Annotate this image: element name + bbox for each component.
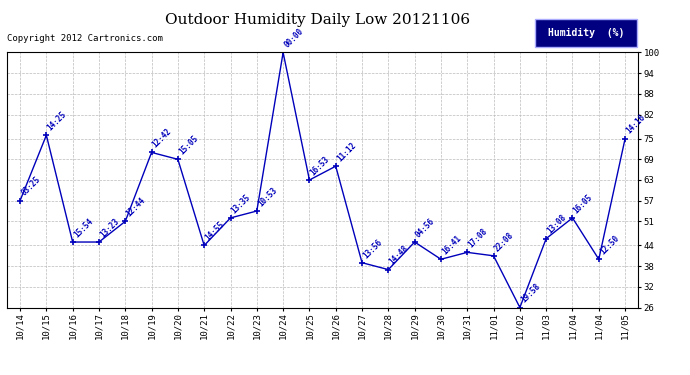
Text: Copyright 2012 Cartronics.com: Copyright 2012 Cartronics.com [7,34,163,43]
Text: 04:56: 04:56 [414,216,437,239]
Text: 17:08: 17:08 [466,227,489,250]
Text: 13:35: 13:35 [230,192,253,215]
Text: 13:08: 13:08 [545,213,568,236]
Text: 16:41: 16:41 [440,234,463,256]
Text: 03:25: 03:25 [19,175,42,198]
Text: 00:00: 00:00 [282,27,305,50]
Text: 12:42: 12:42 [151,127,173,150]
Text: 22:08: 22:08 [493,230,515,253]
Text: 12:50: 12:50 [598,234,621,256]
Text: 11:12: 11:12 [335,141,357,164]
Text: 14:55: 14:55 [204,220,226,243]
Text: 10:53: 10:53 [256,186,279,208]
Text: Outdoor Humidity Daily Low 20121106: Outdoor Humidity Daily Low 20121106 [165,13,470,27]
Text: 19:58: 19:58 [519,282,542,305]
Text: 13:56: 13:56 [362,237,384,260]
Text: 15:54: 15:54 [72,216,95,239]
Text: Humidity  (%): Humidity (%) [548,28,624,38]
Text: 16:05: 16:05 [572,192,594,215]
Text: 14:48: 14:48 [388,244,411,267]
Text: 12:44: 12:44 [124,196,147,219]
Text: 14:25: 14:25 [46,110,68,132]
Text: 15:05: 15:05 [177,134,200,156]
Text: 13:23: 13:23 [98,216,121,239]
Text: 16:53: 16:53 [308,154,331,177]
Text: 14:16: 14:16 [624,113,647,136]
